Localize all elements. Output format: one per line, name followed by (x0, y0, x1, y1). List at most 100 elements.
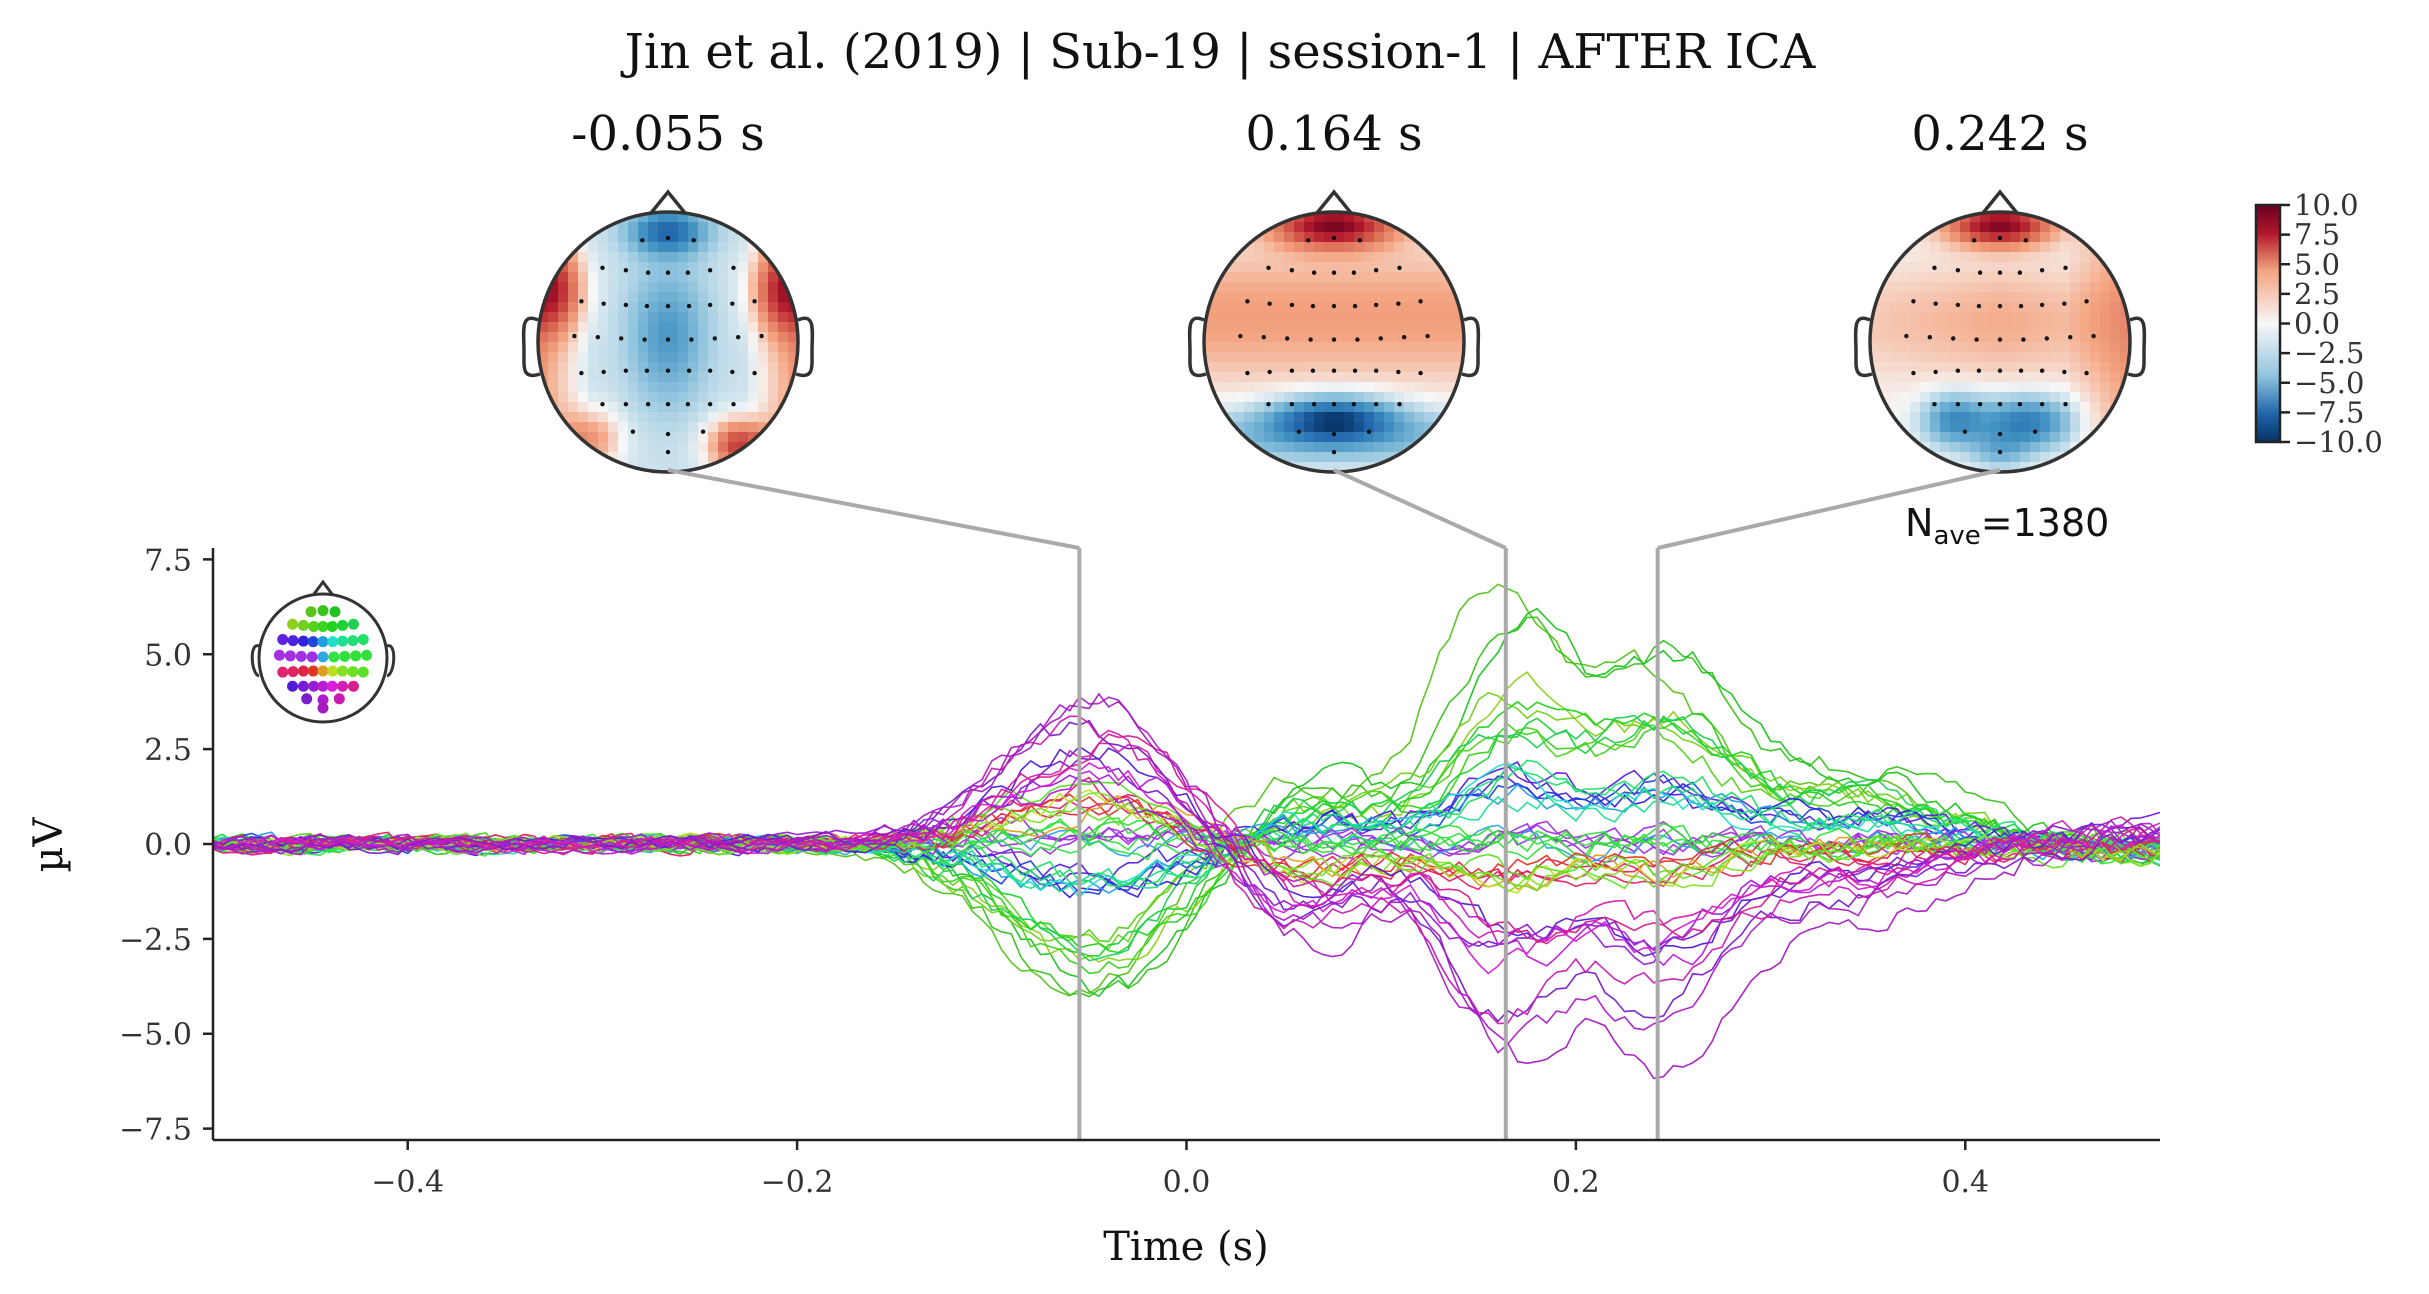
inset-right-ear (386, 644, 396, 678)
sensor-dot (1974, 337, 1979, 342)
channel-trace (213, 762, 2160, 975)
sensor-dot (1306, 238, 1311, 243)
sensor-dot (689, 337, 694, 342)
sensor-dot (1396, 301, 1401, 306)
inset-sensor-dot (317, 620, 329, 632)
sensor-dot (2062, 301, 2067, 306)
sensor-dot (2018, 368, 2024, 373)
inset-sensor-dot (284, 650, 296, 662)
inset-sensor-dot (277, 666, 289, 678)
inset-sensor-dot (308, 620, 320, 632)
x-tick-label: 0.0 (1163, 1165, 1211, 1200)
sensor-dot (1972, 238, 1977, 243)
colorbar-tick-label: 10.0 (2294, 188, 2359, 222)
sensor-dot (731, 265, 736, 271)
topomap-connector-line (667, 468, 1080, 550)
x-axis-label: Time (s) (1103, 1224, 1269, 1270)
sensor-dot (1355, 337, 1360, 342)
sensor-dot (707, 368, 713, 373)
inset-sensor-dot (317, 702, 329, 714)
sensor-dot (731, 401, 736, 407)
sensor-dot (2044, 336, 2049, 341)
inset-sensor-dot (317, 636, 329, 648)
sensor-dot (1997, 449, 2003, 455)
nose-outline (1315, 189, 1353, 215)
sensor-dot (1366, 429, 1372, 434)
channel-trace (213, 695, 2160, 1054)
sensor-dot (600, 265, 605, 271)
sensor-dot (1997, 431, 2003, 437)
sensor-dot (1331, 235, 1337, 241)
sensor-dot (1397, 265, 1402, 271)
sensor-dot (630, 429, 636, 434)
sensor-dot (1289, 368, 1295, 373)
left-ear-outline (1853, 316, 1873, 378)
sensor-dot (623, 302, 629, 308)
sensor-dot (1911, 299, 1916, 304)
sensor-dot (1331, 449, 1337, 455)
sensor-dot (2023, 238, 2028, 243)
sensor-dot (1932, 265, 1937, 271)
inset-sensor-dot (317, 605, 329, 617)
sensor-dot (665, 401, 671, 407)
sensor-dot (1331, 431, 1337, 437)
inset-sensor-dot (297, 619, 309, 631)
channel-trace (213, 724, 2160, 943)
x-tick-label: −0.4 (371, 1165, 444, 1200)
channel-trace (213, 733, 2160, 943)
sensor-dot (623, 368, 629, 373)
inset-sensor-dot (287, 680, 299, 692)
y-tick-label: 5.0 (144, 638, 192, 673)
sensor-dot (759, 333, 764, 339)
sensor-dot (2018, 303, 2024, 309)
nave-label: Nave=1380 (1905, 501, 2109, 551)
sensor-dot (1352, 303, 1358, 309)
sensor-dot (1955, 302, 1961, 308)
inset-sensor-dot (357, 634, 369, 646)
sensor-dot (1373, 368, 1379, 373)
sensor-dot (1266, 265, 1271, 271)
sensor-dot (1238, 333, 1243, 339)
sensor-dot (1296, 429, 1302, 434)
inset-sensor-dot (297, 680, 309, 692)
sensor-dot (1245, 370, 1250, 376)
sensor-dot (1285, 336, 1290, 341)
sensor-dot (730, 369, 735, 375)
inset-sensor-dot (347, 618, 359, 630)
sensor-dot (1955, 401, 1961, 407)
sensor-dot (595, 335, 600, 340)
inset-sensor-dot (337, 665, 349, 677)
sensor-dot (1331, 368, 1337, 373)
sensor-dot (1308, 337, 1313, 342)
sensor-dot (707, 401, 713, 407)
sensor-dot (2017, 270, 2023, 275)
sensor-dot (665, 235, 671, 241)
channel-trace (213, 692, 2160, 1080)
sensor-dot (1402, 335, 1407, 340)
sensor-layout-inset (250, 579, 396, 724)
channel-trace (213, 616, 2160, 998)
sensor-dot (1310, 303, 1316, 309)
inset-sensor-dot (339, 650, 351, 662)
topomap-time-label-1: -0.055 s (571, 106, 765, 162)
sensor-dot (665, 337, 671, 342)
x-tick-label: 0.2 (1552, 1165, 1600, 1200)
nose-outline (649, 189, 687, 215)
sensor-dot (686, 368, 692, 373)
inset-sensor-dot (350, 650, 362, 662)
inset-sensor-dot (287, 635, 299, 647)
inset-sensor-dot (361, 649, 373, 661)
inset-sensor-dot (307, 636, 319, 648)
x-tick-label: −0.2 (761, 1165, 834, 1200)
sensor-dot (1933, 301, 1938, 306)
y-tick-label: −7.5 (119, 1113, 192, 1148)
sensor-dot (1289, 268, 1295, 273)
sensor-dot (665, 431, 671, 437)
topomap-time-label-3: 0.242 s (1911, 106, 2088, 162)
sensor-dot (1331, 270, 1337, 275)
sensor-dot (1997, 401, 2003, 407)
sensor-dot (1310, 368, 1316, 373)
sensor-dot (2084, 299, 2089, 304)
sensor-dot (1904, 333, 1909, 339)
